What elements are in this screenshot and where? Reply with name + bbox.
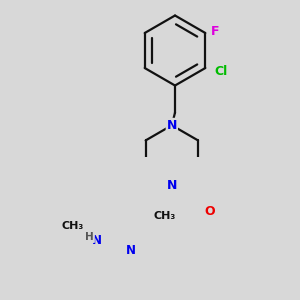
Text: CH₃: CH₃ xyxy=(153,211,176,221)
Text: N: N xyxy=(92,234,102,247)
Text: O: O xyxy=(204,205,214,218)
Text: N: N xyxy=(126,244,136,257)
Text: F: F xyxy=(211,25,219,38)
Text: CH₃: CH₃ xyxy=(62,221,84,231)
Text: N: N xyxy=(167,179,177,192)
Text: N: N xyxy=(167,119,177,132)
Text: Cl: Cl xyxy=(214,65,228,78)
Text: H: H xyxy=(85,232,94,242)
